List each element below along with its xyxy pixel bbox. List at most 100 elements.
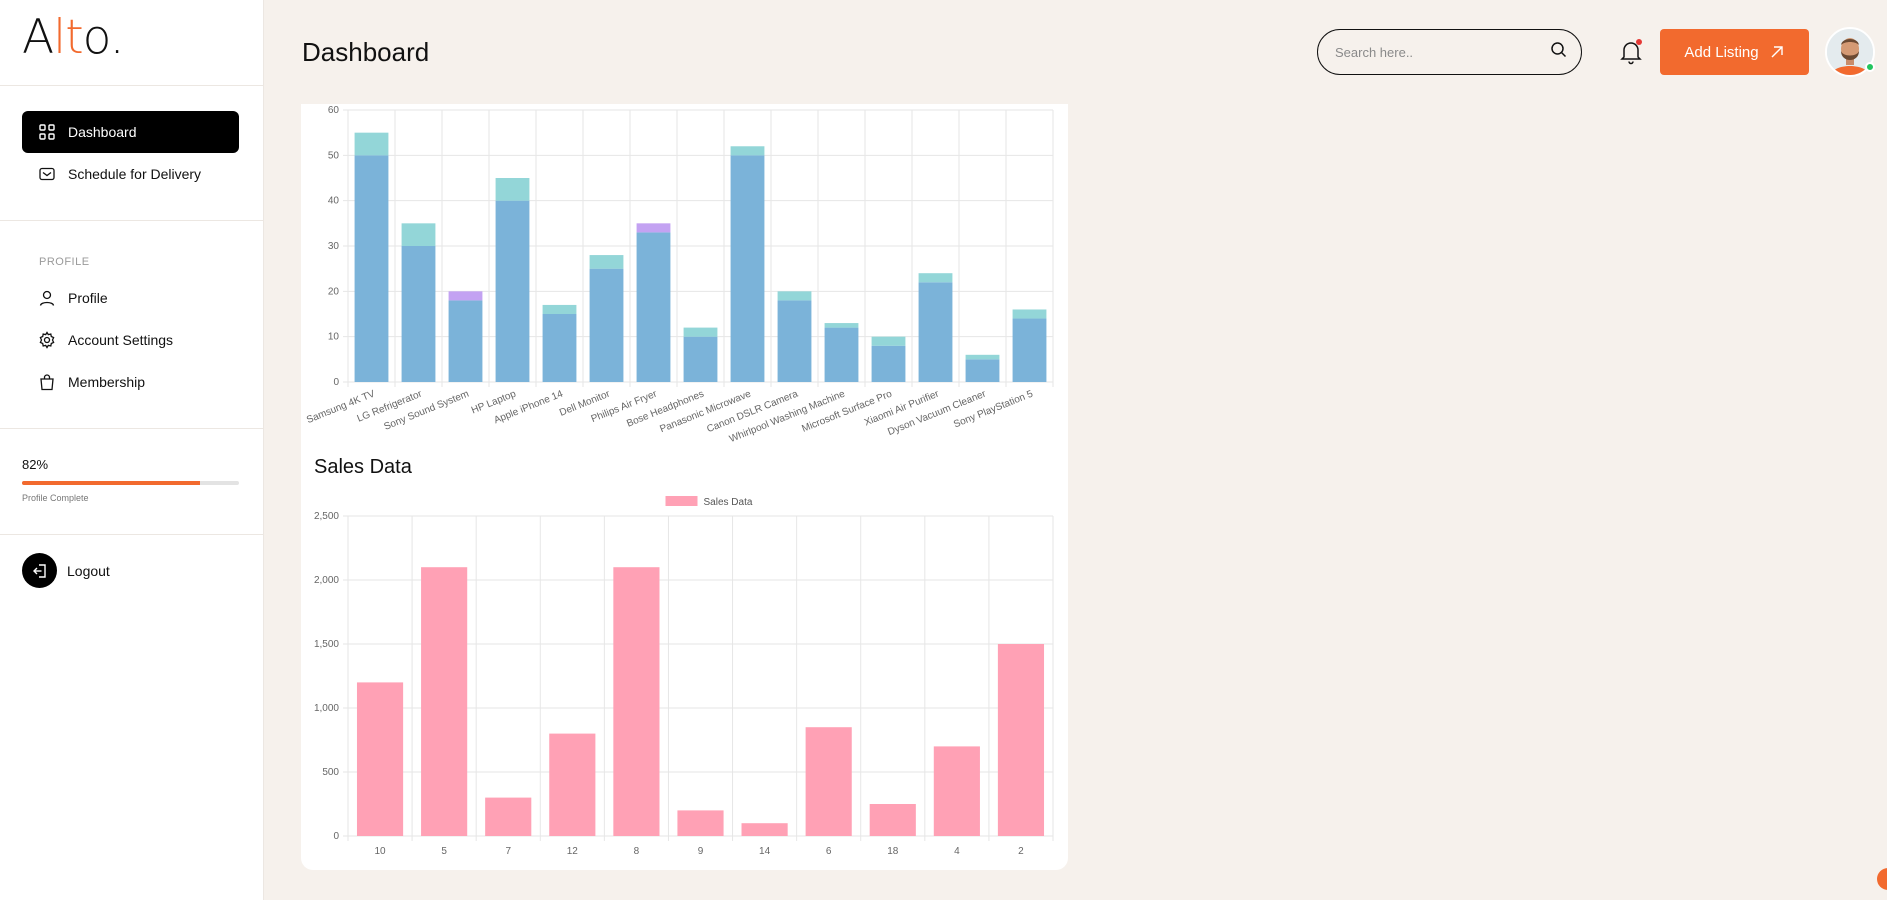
logout-icon bbox=[22, 553, 57, 588]
bar bbox=[636, 223, 671, 233]
bar bbox=[683, 336, 718, 382]
bar bbox=[495, 200, 530, 382]
y-tick-label: 30 bbox=[328, 241, 340, 252]
nav-label: Account Settings bbox=[68, 332, 174, 348]
sidebar: Alto. Dashboard Schedule for Delivery PR… bbox=[0, 0, 264, 900]
bar bbox=[997, 644, 1045, 836]
divider bbox=[0, 534, 264, 535]
y-tick-label: 60 bbox=[328, 105, 340, 116]
bar bbox=[589, 268, 624, 382]
y-tick-label: 20 bbox=[328, 286, 340, 297]
profile-progress-fill bbox=[22, 481, 200, 485]
bar bbox=[613, 567, 660, 836]
x-tick-label: 2 bbox=[1018, 846, 1024, 857]
x-tick-label: 14 bbox=[759, 846, 771, 857]
nav-label: Membership bbox=[68, 374, 146, 390]
x-tick-label: 9 bbox=[698, 846, 704, 857]
sales-data-chart: 0 500 1,000 1,500 2,000 2,500 10 5 7 12 8 9 14 6 18 4 2 S… bbox=[314, 496, 1054, 857]
bar bbox=[824, 327, 859, 382]
legend-label: Sales Data bbox=[704, 497, 753, 508]
x-tick-label: 5 bbox=[441, 846, 447, 857]
bar bbox=[448, 300, 483, 382]
bar bbox=[683, 327, 718, 337]
y-tick-label: 1,500 bbox=[314, 639, 339, 650]
x-tick-label: 10 bbox=[374, 846, 386, 857]
y-tick-label: 2,000 bbox=[314, 575, 339, 586]
bar bbox=[542, 314, 577, 382]
nav-label: Schedule for Delivery bbox=[68, 166, 202, 182]
y-tick-label: 1,000 bbox=[314, 703, 339, 714]
profile-progress-bar bbox=[22, 481, 239, 485]
nav-item-profile[interactable]: Profile bbox=[22, 277, 239, 319]
nav-label: Dashboard bbox=[68, 124, 137, 140]
x-tick-label: 18 bbox=[887, 846, 899, 857]
online-status-dot bbox=[1865, 62, 1875, 72]
bar bbox=[354, 132, 389, 156]
notification-bell-icon[interactable] bbox=[1619, 39, 1643, 65]
bar bbox=[354, 155, 389, 382]
y-tick-label: 2,500 bbox=[314, 511, 339, 522]
chat-launcher[interactable] bbox=[1877, 868, 1887, 890]
y-tick-label: 50 bbox=[328, 150, 340, 161]
grid-icon bbox=[38, 123, 56, 141]
bar bbox=[1012, 309, 1047, 319]
bar bbox=[448, 291, 483, 301]
x-tick-label: 8 bbox=[634, 846, 640, 857]
y-tick-label: 500 bbox=[322, 767, 339, 778]
user-icon bbox=[38, 289, 56, 307]
bar bbox=[871, 345, 906, 382]
bar bbox=[401, 246, 436, 382]
add-listing-label: Add Listing bbox=[1684, 43, 1759, 61]
bar bbox=[589, 255, 624, 269]
bar bbox=[918, 273, 953, 283]
bar bbox=[869, 804, 916, 836]
profile-progress-label: Profile Complete bbox=[22, 493, 89, 503]
nav-item-account-settings[interactable]: Account Settings bbox=[22, 319, 239, 361]
bar bbox=[933, 746, 980, 836]
logo-accent: lt bbox=[53, 10, 83, 65]
bar bbox=[965, 354, 1000, 360]
bar bbox=[965, 359, 1000, 382]
divider bbox=[0, 85, 264, 86]
bar bbox=[871, 336, 906, 346]
brand-logo[interactable]: Alto. bbox=[22, 10, 125, 65]
nav-item-schedule-delivery[interactable]: Schedule for Delivery bbox=[22, 153, 239, 195]
logout-label: Logout bbox=[67, 562, 110, 579]
bag-icon bbox=[38, 373, 56, 391]
page-title: Dashboard bbox=[302, 37, 430, 67]
mail-icon bbox=[38, 165, 56, 183]
bar bbox=[824, 323, 859, 328]
bar bbox=[421, 567, 468, 836]
divider bbox=[0, 220, 264, 221]
bar bbox=[485, 797, 532, 836]
add-listing-button[interactable]: Add Listing bbox=[1660, 29, 1809, 75]
dashboard-card: 0 10 20 30 40 50 60 Samsung 4K TV LG Refrigerato… bbox=[301, 104, 1068, 870]
bar bbox=[549, 733, 596, 836]
divider bbox=[0, 428, 264, 429]
sales-data-title: Sales Data bbox=[314, 456, 412, 478]
nav-item-membership[interactable]: Membership bbox=[22, 361, 239, 403]
bar bbox=[636, 232, 671, 382]
logo-suffix: o. bbox=[82, 10, 125, 65]
search-box bbox=[1317, 29, 1582, 75]
logout-button[interactable]: Logout bbox=[22, 553, 110, 588]
x-tick-label: 7 bbox=[505, 846, 511, 857]
nav-item-dashboard[interactable]: Dashboard bbox=[22, 111, 239, 153]
bar bbox=[677, 810, 724, 836]
y-tick-label: 0 bbox=[333, 377, 339, 388]
notification-dot bbox=[1636, 39, 1642, 45]
legend-swatch bbox=[665, 496, 698, 506]
bar bbox=[805, 727, 852, 836]
bar bbox=[777, 300, 812, 382]
search-input[interactable] bbox=[1335, 44, 1550, 60]
x-tick-label: 4 bbox=[954, 846, 960, 857]
bar bbox=[777, 291, 812, 301]
bar bbox=[401, 223, 436, 246]
x-tick-label: 12 bbox=[567, 846, 579, 857]
section-label-profile: PROFILE bbox=[39, 256, 90, 268]
search-icon[interactable] bbox=[1550, 41, 1567, 63]
avatar[interactable] bbox=[1825, 27, 1875, 77]
bar bbox=[1012, 318, 1047, 382]
bar bbox=[495, 178, 530, 201]
